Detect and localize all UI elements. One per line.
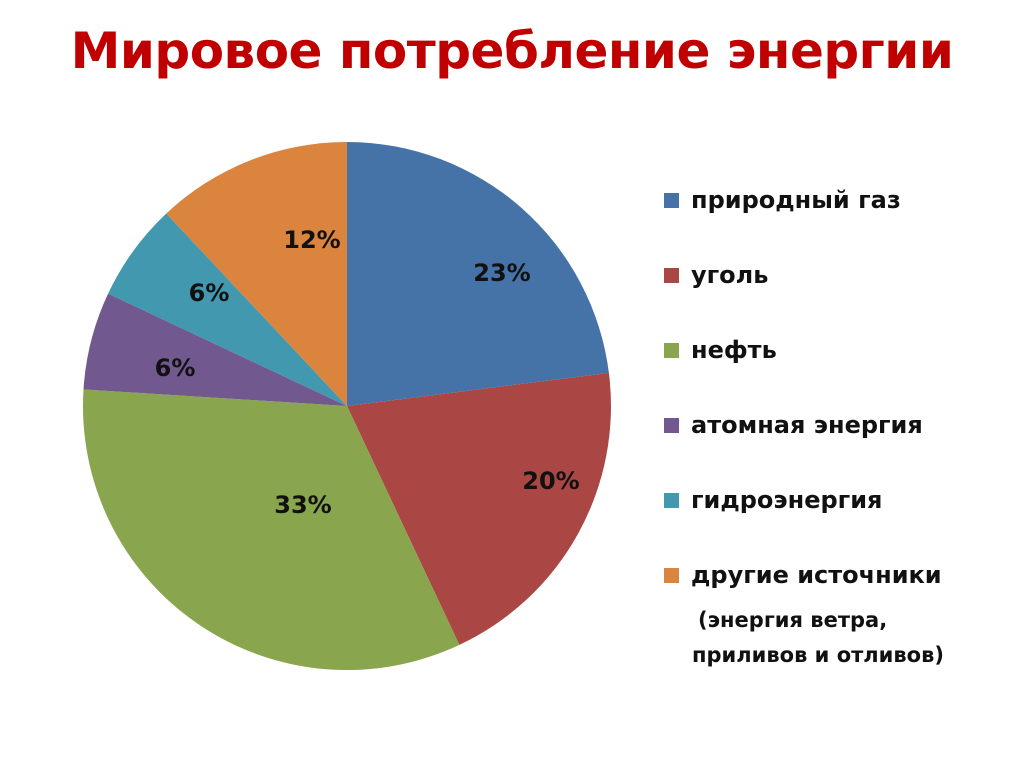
legend-item-oil: нефть	[664, 336, 777, 364]
legend-swatch-icon	[664, 492, 679, 508]
legend-label: уголь	[691, 261, 769, 289]
slice-other	[166, 142, 347, 406]
legend-label: гидроэнергия	[691, 486, 883, 514]
legend-note-line-2: приливов и отливов)	[692, 643, 944, 667]
slice-label-other: 12%	[283, 226, 341, 254]
slice-nuclear	[83, 293, 347, 406]
slice-oil	[82, 389, 460, 671]
legend-item-nuclear: атомная энергия	[664, 411, 923, 439]
legend-label: нефть	[691, 336, 777, 364]
legend-item-coal: уголь	[664, 261, 768, 289]
legend-swatch-icon	[664, 417, 679, 433]
chart-title: Мировое потребление энергии	[70, 22, 954, 80]
legend-item-other: другие источники	[664, 561, 942, 589]
legend-swatch-icon	[664, 267, 679, 283]
legend-label: природный газ	[691, 186, 901, 214]
slice-label-nuclear: 6%	[154, 354, 196, 382]
legend-swatch-icon	[664, 342, 679, 358]
slice-label-natural-gas: 23%	[473, 259, 531, 287]
legend-item-hydro: гидроэнергия	[664, 486, 882, 514]
slice-label-oil: 33%	[274, 491, 332, 519]
slice-hydro	[108, 213, 347, 406]
legend-item-natural-gas: природный газ	[664, 186, 901, 214]
slice-coal	[347, 372, 611, 645]
legend-swatch-icon	[664, 567, 679, 583]
slice-label-coal: 20%	[522, 467, 580, 495]
slice-label-hydro: 6%	[188, 279, 230, 307]
legend-label: атомная энергия	[691, 411, 923, 439]
legend-swatch-icon	[664, 192, 679, 208]
slice-natural-gas	[347, 142, 609, 406]
legend-note-line-1: (энергия ветра,	[698, 608, 888, 632]
legend-label: другие источники	[691, 561, 942, 589]
